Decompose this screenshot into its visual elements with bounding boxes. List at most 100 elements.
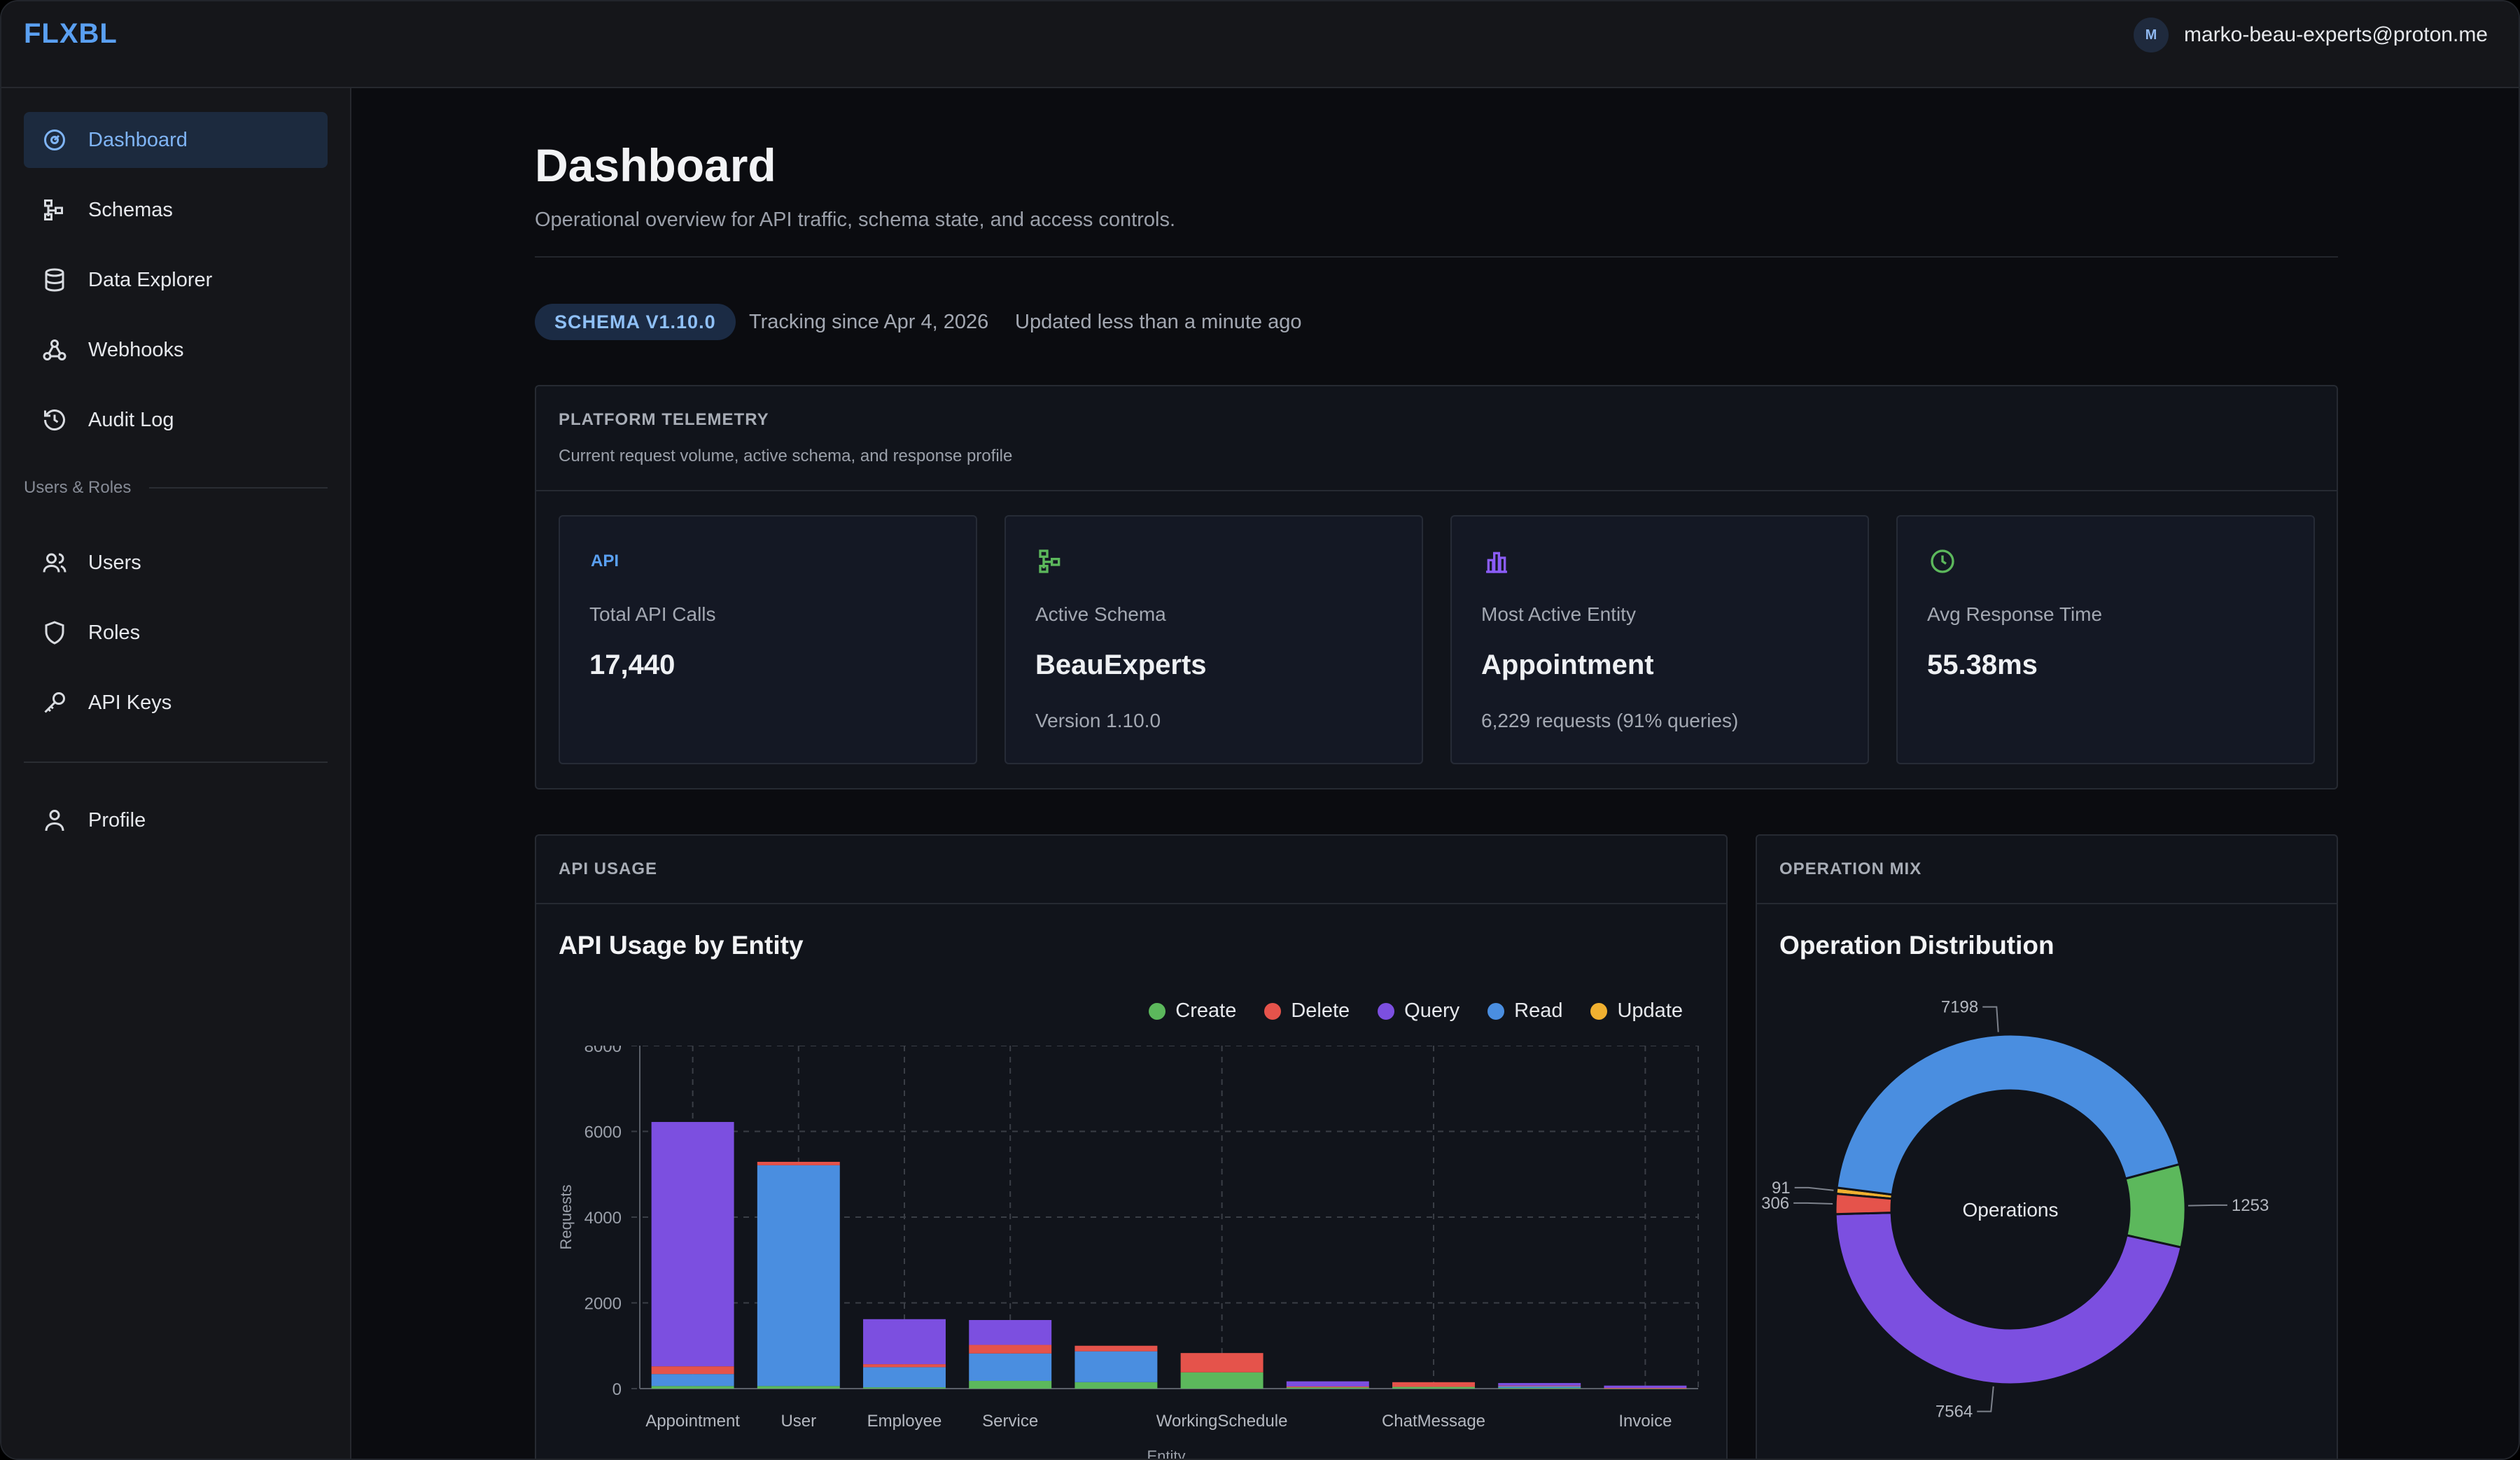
donut-slice-read[interactable] [1835,1033,2181,1196]
sidebar-item-webhooks[interactable]: Webhooks [24,322,328,378]
bar-segment-delete[interactable] [1074,1345,1158,1352]
stat-label: Total API Calls [589,603,716,625]
bar-segment-delete[interactable] [969,1345,1052,1354]
schema-icon [41,196,69,224]
user-email[interactable]: marko-beau-experts@proton.me [2184,23,2488,46]
legend-item-query[interactable]: Query [1378,999,1460,1023]
bar-segment-delete[interactable] [651,1366,734,1375]
tracking-since-text: Tracking since Apr 4, 2026 [749,311,989,333]
slice-leader-line [1793,1202,1833,1205]
bar-segment-read[interactable] [651,1374,734,1387]
bar-segment-read[interactable] [1074,1351,1158,1382]
bar-segment-read[interactable] [969,1353,1052,1381]
bar-segment-delete[interactable] [1392,1382,1475,1387]
bar-segment-delete[interactable] [1604,1388,1687,1389]
panel-separator [536,490,2337,491]
bar-segment-create[interactable] [651,1386,734,1389]
bar-segment-read[interactable] [863,1367,946,1388]
key-icon [41,689,69,717]
legend-item-create[interactable]: Create [1149,999,1236,1023]
stat-sub: 6,229 requests (91% queries) [1481,710,1739,731]
panel-separator [536,903,1726,904]
bar-segment-query[interactable] [1604,1385,1687,1389]
brand-logo[interactable]: FLXBL [24,18,118,49]
user-icon [41,806,69,834]
bar-segment-create[interactable] [1392,1387,1475,1389]
sidebar-item-schemas[interactable]: Schemas [24,182,328,238]
shield-icon [41,619,69,647]
x-tick-label: WorkingSchedule [1156,1412,1288,1431]
bar-segment-create[interactable] [1498,1387,1581,1389]
stat-value: Appointment [1481,650,1654,680]
bar-segment-create[interactable] [863,1387,946,1389]
bar-segment-query[interactable] [1286,1381,1369,1387]
bar-segment-read[interactable] [757,1165,840,1387]
sidebar-item-label: Users [88,551,141,574]
legend-item-update[interactable]: Update [1590,999,1683,1023]
sidebar-item-profile[interactable]: Profile [24,792,328,848]
chart-legend: Create Delete Query Read Update [1121,999,1683,1023]
donut-slice-create[interactable] [2124,1163,2187,1249]
bar-segment-read[interactable] [1498,1386,1581,1388]
schema-icon [1035,546,1066,577]
legend-item-delete[interactable]: Delete [1264,999,1350,1023]
user-menu[interactable]: M marko-beau-experts@proton.me [2134,17,2488,53]
bar-segment-query[interactable] [651,1122,734,1367]
api-icon: API [589,546,620,577]
bar-segment-create[interactable] [1286,1387,1369,1389]
sidebar: Dashboard Schemas Data Explorer Webhooks… [1,88,351,1459]
x-tick-label: Service [982,1412,1038,1431]
bar-segment-query[interactable] [1498,1383,1581,1386]
bar-segment-create[interactable] [757,1386,840,1389]
legend-item-read[interactable]: Read [1488,999,1562,1023]
api-icon-text: API [590,552,619,570]
sidebar-item-label: Profile [88,808,146,831]
donut-center-label: Operations [1963,1199,2059,1221]
page-subtitle: Operational overview for API traffic, sc… [535,209,1176,231]
clock-icon [1927,546,1958,577]
bar-segment-query[interactable] [969,1320,1052,1345]
x-tick-label: ChatMessage [1382,1412,1485,1431]
sidebar-item-data-explorer[interactable]: Data Explorer [24,252,328,308]
api-usage-bar-chart: 0 2000 4000 6000 8000 Appointment User Employee… [557,1046,1699,1459]
donut-slice-delete[interactable] [1834,1192,1893,1216]
sidebar-divider [24,761,328,763]
sidebar-item-api-keys[interactable]: API Keys [24,675,328,731]
stat-value: 17,440 [589,650,676,680]
header-divider [535,256,2338,258]
bar-chart-icon [1481,546,1512,577]
bar-segment-query[interactable] [863,1319,946,1365]
bar-segment-create[interactable] [969,1380,1052,1389]
y-axis-label: Requests [557,1185,575,1250]
sidebar-item-users[interactable]: Users [24,535,328,591]
slice-value-label: 91 [1772,1179,1791,1198]
platform-telemetry-panel: PLATFORM TELEMETRY Current request volum… [535,385,2338,789]
y-tick-label: 2000 [584,1295,622,1314]
x-tick-label: User [780,1412,816,1431]
legend-label: Query [1404,999,1460,1022]
avatar[interactable]: M [2134,17,2169,52]
sidebar-item-dashboard[interactable]: Dashboard [24,112,328,168]
bar-segment-create[interactable] [1180,1372,1264,1389]
sidebar-item-roles[interactable]: Roles [24,605,328,661]
bar-segment-delete[interactable] [1498,1385,1581,1387]
sidebar-item-label: Schemas [88,198,173,221]
legend-dot [1378,1002,1395,1020]
bar-segment-delete[interactable] [757,1161,840,1165]
bar-segment-delete[interactable] [863,1364,946,1368]
sidebar-item-audit-log[interactable]: Audit Log [24,392,328,448]
legend-label: Delete [1291,999,1350,1022]
schema-version-badge: SCHEMA V1.10.0 [535,304,736,340]
y-tick-label: 0 [612,1380,622,1399]
slice-value-label: 7564 [1935,1403,1973,1422]
slice-leader-line [1977,1386,1994,1412]
chart-title: Operation Distribution [1779,931,2054,960]
x-tick-label: Employee [867,1412,942,1431]
bar-segment-create[interactable] [1074,1382,1158,1389]
section-label-users-roles: Users & Roles [24,477,328,498]
bar-segment-delete[interactable] [1180,1353,1264,1373]
sidebar-item-label: Data Explorer [88,268,213,291]
donut-slice-query[interactable] [1834,1212,2183,1386]
section-label-text: Users & Roles [24,478,132,497]
slice-leader-line [2188,1204,2227,1207]
